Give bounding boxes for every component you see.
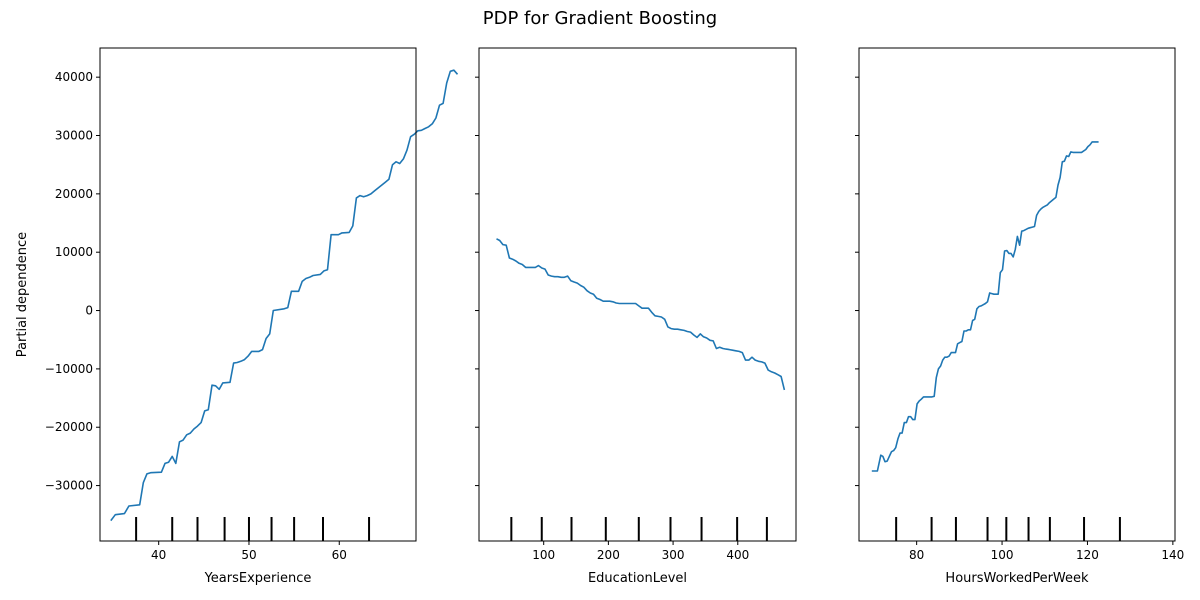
figure-title: PDP for Gradient Boosting <box>482 8 718 29</box>
axes-frame <box>478 47 797 542</box>
y-tick-label: 30000 <box>55 129 93 143</box>
pdp-line <box>871 141 1099 472</box>
x-tick-label: 60 <box>332 548 347 562</box>
y-tick-label: −30000 <box>45 479 93 493</box>
x-tick-label: 50 <box>241 548 256 562</box>
x-tick-label: 200 <box>597 548 620 562</box>
panel-education-level: 100 200 300 400 EducationLevel <box>475 47 797 586</box>
y-axis-label: Partial dependence <box>15 232 30 357</box>
y-tick-label: −10000 <box>45 362 93 376</box>
x-tick-label: 40 <box>151 548 166 562</box>
panel-hours-worked-per-week: 80 100 120 140 HoursWorkedPerWeek <box>855 47 1184 586</box>
x-tick-label: 100 <box>532 548 555 562</box>
y-tick-label: 40000 <box>55 70 93 84</box>
y-tick-label: 10000 <box>55 245 93 259</box>
x-tick-label: 80 <box>909 548 924 562</box>
panel-years-experience: 40 50 60 −30000 −20000 −10000 0 10000 20000 30000… <box>15 47 459 586</box>
y-tick-label: −20000 <box>45 420 93 434</box>
x-tick-label: 120 <box>1076 548 1099 562</box>
axes-frame <box>858 47 1176 542</box>
pdp-line <box>110 69 459 522</box>
x-axis-label: HoursWorkedPerWeek <box>945 571 1089 586</box>
axes-frame <box>99 47 417 542</box>
x-tick-label: 400 <box>726 548 749 562</box>
x-axis-label: YearsExperience <box>204 571 312 586</box>
y-tick-label: 0 <box>85 304 93 318</box>
x-tick-label: 300 <box>662 548 685 562</box>
x-axis-label: EducationLevel <box>588 571 687 586</box>
y-tick-label: 20000 <box>55 187 93 201</box>
x-tick-label: 140 <box>1161 548 1184 562</box>
pdp-line <box>496 238 786 391</box>
x-tick-label: 100 <box>991 548 1014 562</box>
